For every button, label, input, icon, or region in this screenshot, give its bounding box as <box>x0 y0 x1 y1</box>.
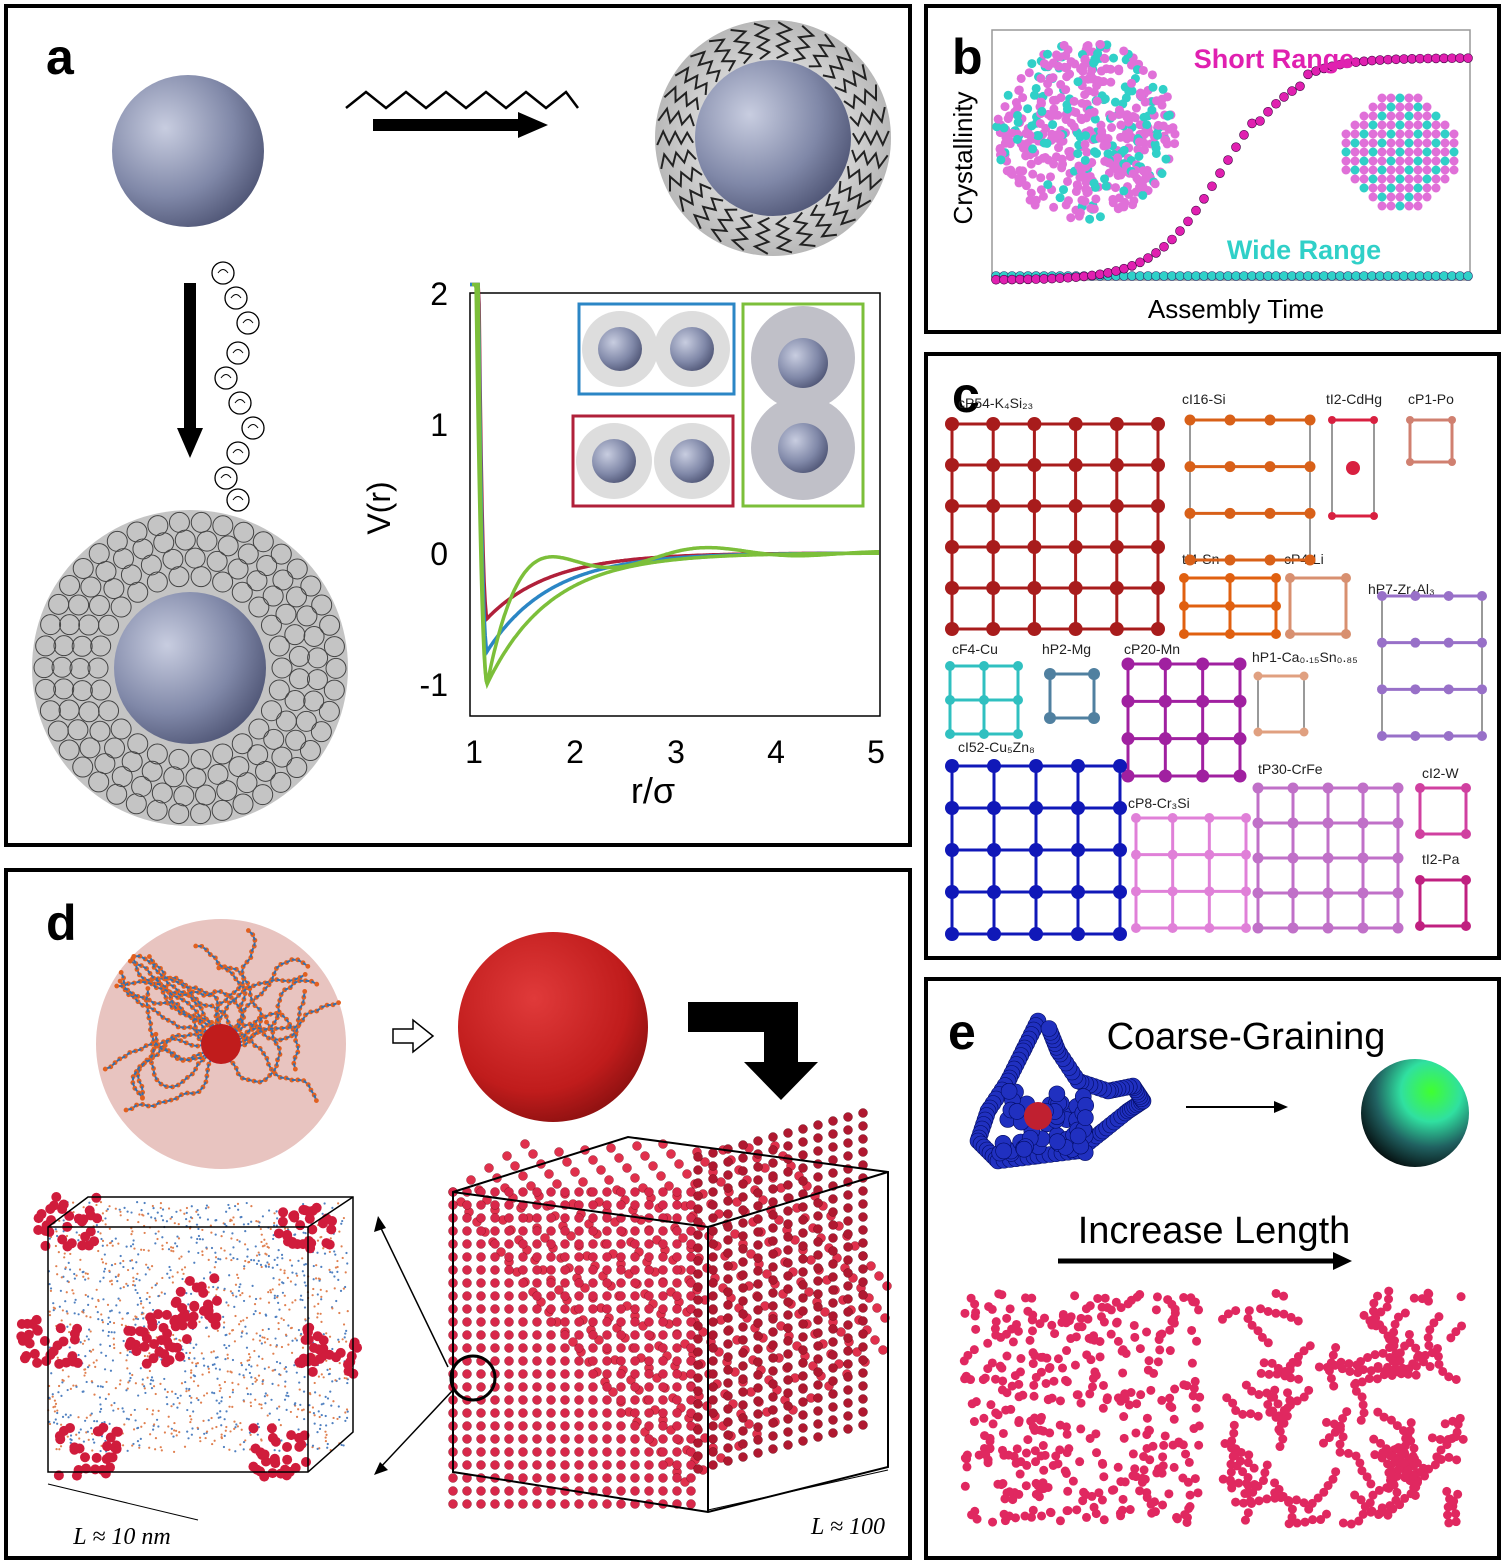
atomistic-simulation-box <box>16 1192 363 1482</box>
polymer-chain <box>211 261 265 512</box>
y-tick-minus1: -1 <box>420 667 448 703</box>
panel-e-graphic: Coarse-Graining Increase Length <box>959 1012 1469 1529</box>
x-tick-1: 1 <box>465 734 483 770</box>
panel-a-graphic: V(r) r/σ 1 2 3 4 5 2 1 0 -1 <box>32 20 891 826</box>
potential-curves <box>470 282 879 690</box>
struct-label-cr3si: cP8-Cr₃Si <box>1128 795 1190 811</box>
panel-d-graphic: L ≈ 10 nm L ≈ 100 <box>16 919 892 1550</box>
increase-arrow <box>1333 1252 1352 1270</box>
long-chain-phase <box>1217 1286 1468 1529</box>
cg-arrow <box>1274 1101 1288 1113</box>
struct-label-crfe: tP30-CrFe <box>1258 761 1323 777</box>
struct-label-cu: cF4-Cu <box>952 641 998 657</box>
alkane-chain <box>345 90 579 110</box>
x-axis-label-b: Assembly Time <box>1148 294 1324 324</box>
panel-d: d L ≈ 10 nm L ≈ 100 <box>4 868 912 1560</box>
y-tick-0: 0 <box>430 536 448 572</box>
panel-label-d: d <box>46 895 77 951</box>
struct-label-si: cI16-Si <box>1182 391 1226 407</box>
panel-label-a: a <box>46 29 74 85</box>
grafted-polymer <box>102 928 342 1113</box>
plot-frame <box>469 292 881 717</box>
x-tick-3: 3 <box>667 734 685 770</box>
struct-label-cu5zn8: cI52-Cu₅Zn₈ <box>958 739 1035 755</box>
y-axis-label: V(r) <box>361 481 397 534</box>
x-tick-2: 2 <box>566 734 584 770</box>
increase-length-label: Increase Length <box>1078 1210 1351 1252</box>
struct-label-casn: hP1-Ca₀.₁₅Sn₀.₈₅ <box>1252 649 1358 665</box>
struct-label-mn: cP20-Mn <box>1124 641 1180 657</box>
panel-c: c cP54-K₄Si₂₃ cI16-Si tI2-CdHg cP1-Po tI… <box>924 352 1501 960</box>
y-axis-label-b: Crystallinity <box>948 92 978 225</box>
panel-a: a <box>4 4 912 847</box>
panel-label-e: e <box>948 1004 976 1060</box>
bare-nanoparticle <box>112 75 264 227</box>
x-tick-5: 5 <box>867 734 885 770</box>
wide-range-label: Wide Range <box>1227 235 1381 265</box>
disordered-cluster <box>992 39 1180 224</box>
ordered-cluster <box>1341 93 1459 211</box>
ligand-chains <box>656 21 890 255</box>
polymer-rings <box>33 511 347 825</box>
short-chain-phase <box>959 1289 1205 1527</box>
struct-label-k4si23: cP54-K₄Si₂₃ <box>958 395 1033 411</box>
struct-label-pa: tI2-Pa <box>1422 851 1460 867</box>
x-axis-label: r/σ <box>631 770 675 811</box>
panel-label-b: b <box>952 29 983 85</box>
bent-arrow <box>688 1002 818 1100</box>
y-tick-2: 2 <box>430 276 448 312</box>
length-large-label: L ≈ 100 <box>810 1514 885 1540</box>
panel-b: b Crystallinity Assembly Time Short Rang… <box>924 4 1501 334</box>
struct-label-mg: hP2-Mg <box>1042 641 1091 657</box>
panel-c-graphic: cP54-K₄Si₂₃ cI16-Si tI2-CdHg cP1-Po tI4-… <box>945 391 1487 941</box>
crystallinity-series <box>991 53 1473 285</box>
struct-label-cdhg: tI2-CdHg <box>1326 391 1382 407</box>
struct-label-w: cI2-W <box>1422 765 1459 781</box>
x-tick-4: 4 <box>767 734 785 770</box>
zoom-circle <box>449 1354 497 1402</box>
short-range-label: Short Range <box>1194 44 1355 74</box>
crystal-lattices <box>945 414 1487 941</box>
length-small-label: L ≈ 10 nm <box>72 1524 170 1550</box>
cg-sphere <box>1361 1059 1469 1167</box>
panel-e: e Coarse-Graining Increase Length <box>924 977 1501 1560</box>
polymer-knot <box>969 1012 1152 1170</box>
struct-label-po: cP1-Po <box>1408 391 1454 407</box>
panel-label-c: c <box>952 367 980 423</box>
plot-frame-b <box>991 29 1471 281</box>
coarse-red-sphere <box>458 932 648 1122</box>
coarse-grained-lattice <box>448 1108 892 1514</box>
coated-nanoparticle <box>695 60 851 216</box>
y-tick-1: 1 <box>430 407 448 443</box>
hollow-arrow <box>392 1018 435 1054</box>
coarse-graining-title: Coarse-Graining <box>1107 1016 1386 1058</box>
polymer-coated-nanoparticle <box>114 592 266 744</box>
panel-b-graphic: Crystallinity Assembly Time Short Range … <box>948 29 1473 324</box>
